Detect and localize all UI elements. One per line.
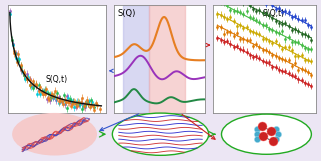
Bar <box>123 5 149 113</box>
Bar <box>149 5 185 113</box>
X-axis label: t: t <box>264 114 266 120</box>
Text: S(Q): S(Q) <box>117 9 136 18</box>
X-axis label: t/a(T): t/a(T) <box>48 114 66 121</box>
Ellipse shape <box>112 113 209 155</box>
X-axis label: Q: Q <box>157 114 162 120</box>
Ellipse shape <box>221 114 311 154</box>
Text: S(Q,t): S(Q,t) <box>263 9 285 18</box>
Ellipse shape <box>13 114 96 155</box>
Text: S(Q,t): S(Q,t) <box>46 76 68 85</box>
